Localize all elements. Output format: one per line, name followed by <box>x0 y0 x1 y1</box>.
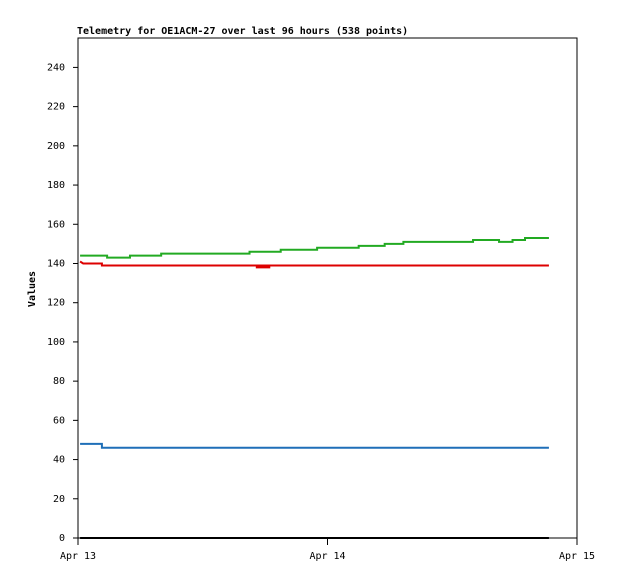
series-line <box>80 442 549 449</box>
x-tick-label: Apr 13 <box>60 551 96 562</box>
y-tick-label: 80 <box>53 376 65 387</box>
x-tick-label: Apr 15 <box>559 551 595 562</box>
y-axis-label: Values <box>27 271 38 307</box>
y-tick-label: 200 <box>47 141 65 152</box>
y-tick-label: 40 <box>53 455 65 466</box>
y-tick-label: 240 <box>47 62 65 73</box>
chart-title: Telemetry for OE1ACM-27 over last 96 hou… <box>77 25 408 37</box>
y-tick-label: 100 <box>47 337 65 348</box>
y-tick-label: 120 <box>47 298 65 309</box>
y-tick-label: 60 <box>53 415 65 426</box>
series-line <box>79 260 549 269</box>
plot-frame <box>77 37 578 539</box>
y-tick-label: 160 <box>47 219 65 230</box>
y-tick-label: 0 <box>59 533 65 544</box>
series-line <box>80 237 549 259</box>
y-tick-label: 140 <box>47 258 65 269</box>
y-tick-label: 180 <box>47 180 65 191</box>
y-tick-label: 20 <box>53 494 65 505</box>
x-tick-label: Apr 14 <box>309 551 345 562</box>
y-tick-label: 220 <box>47 102 65 113</box>
